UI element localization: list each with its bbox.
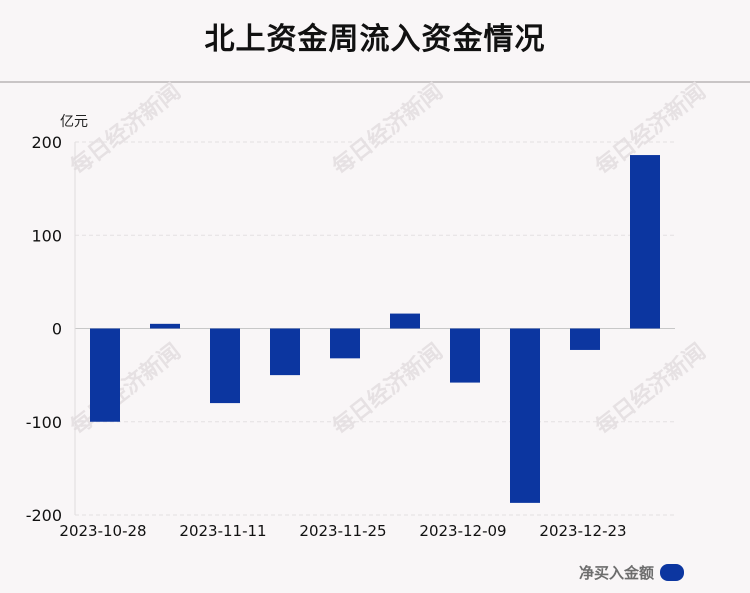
bar-1 bbox=[150, 323, 180, 329]
y-tick-labels: 200 100 0 -100 -200 bbox=[26, 133, 62, 525]
y-tick-label-2: 0 bbox=[52, 320, 62, 339]
x-tick-label-3: 2023-12-09 bbox=[419, 522, 506, 540]
watermark-3: 每日经济新闻 bbox=[66, 339, 186, 441]
y-axis-unit-label: 亿元 bbox=[60, 114, 88, 130]
title-divider bbox=[0, 81, 750, 83]
bar-6 bbox=[450, 328, 480, 383]
x-tick-label-4: 2023-12-23 bbox=[539, 522, 626, 540]
bar-0 bbox=[90, 328, 120, 422]
bar-9 bbox=[630, 155, 660, 329]
y-tick-label-0: 200 bbox=[31, 133, 62, 152]
bar-5 bbox=[390, 313, 420, 329]
bar-4 bbox=[330, 328, 360, 359]
y-tick-label-1: 100 bbox=[31, 226, 62, 245]
legend: 净买入金额 bbox=[579, 562, 684, 583]
bars bbox=[90, 155, 660, 503]
legend-swatch bbox=[660, 564, 684, 581]
chart-title: 北上资金周流入资金情况 bbox=[204, 22, 546, 57]
bar-2 bbox=[210, 328, 240, 404]
watermark-1: 每日经济新闻 bbox=[328, 79, 448, 181]
bar-8 bbox=[570, 328, 600, 350]
bar-3 bbox=[270, 328, 300, 376]
x-tick-labels: 2023-10-28 2023-11-11 2023-11-25 2023-12-09… bbox=[59, 522, 626, 540]
x-tick-label-2: 2023-11-25 bbox=[299, 522, 386, 540]
x-tick-label-1: 2023-11-11 bbox=[179, 522, 266, 540]
legend-label: 净买入金额 bbox=[578, 564, 654, 582]
watermark-5: 每日经济新闻 bbox=[591, 339, 711, 441]
x-tick-label-0: 2023-10-28 bbox=[59, 522, 146, 540]
y-tick-label-3: -100 bbox=[26, 413, 62, 432]
bar-7 bbox=[510, 328, 540, 503]
y-tick-label-4: -200 bbox=[26, 506, 62, 525]
